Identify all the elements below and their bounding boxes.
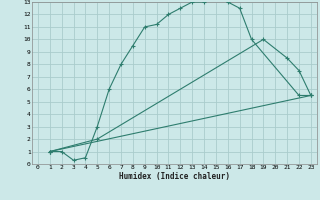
- X-axis label: Humidex (Indice chaleur): Humidex (Indice chaleur): [119, 172, 230, 181]
